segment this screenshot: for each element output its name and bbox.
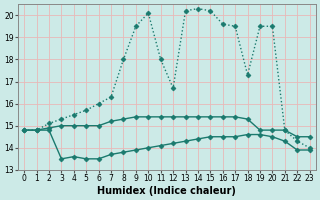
X-axis label: Humidex (Indice chaleur): Humidex (Indice chaleur) — [98, 186, 236, 196]
